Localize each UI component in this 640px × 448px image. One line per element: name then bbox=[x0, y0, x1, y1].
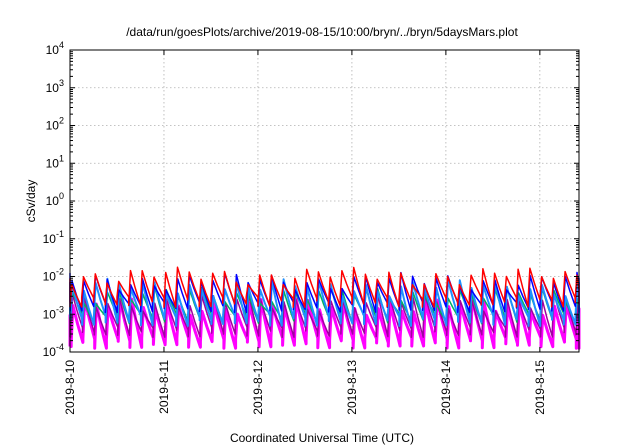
y-tick-label: 104 bbox=[46, 40, 64, 57]
x-tick-label: 2019-8-11 bbox=[157, 360, 171, 414]
series-group bbox=[68, 266, 581, 350]
axis-ticks: 10-4 10-3 10-2 10-1 100 101 102 103 104 2019-8-10… bbox=[43, 40, 579, 415]
y-tick-label: 10-3 bbox=[43, 304, 64, 321]
y-tick-label: 100 bbox=[46, 191, 64, 208]
y-axis-label: cSv/day bbox=[24, 180, 38, 223]
series-line bbox=[69, 271, 580, 314]
y-tick-label: 103 bbox=[46, 78, 64, 95]
x-tick-label: 2019-8-14 bbox=[439, 360, 453, 415]
x-axis-label: Coordinated Universal Time (UTC) bbox=[230, 431, 414, 445]
x-tick-label: 2019-8-10 bbox=[63, 360, 77, 415]
y-tick-label: 10-2 bbox=[43, 267, 64, 284]
x-tick-label: 2019-8-12 bbox=[251, 360, 265, 415]
x-tick-label: 2019-8-15 bbox=[533, 360, 547, 415]
y-tick-label: 101 bbox=[46, 153, 64, 170]
y-tick-label: 10-1 bbox=[43, 229, 64, 246]
y-tick-label: 102 bbox=[46, 116, 64, 133]
x-tick-label: 2019-8-13 bbox=[345, 360, 359, 415]
series-line bbox=[69, 293, 580, 339]
chart-title: /data/run/goesPlots/archive/2019-08-15/1… bbox=[126, 25, 518, 39]
series-line bbox=[69, 266, 580, 308]
y-tick-label: 10-4 bbox=[43, 342, 64, 359]
